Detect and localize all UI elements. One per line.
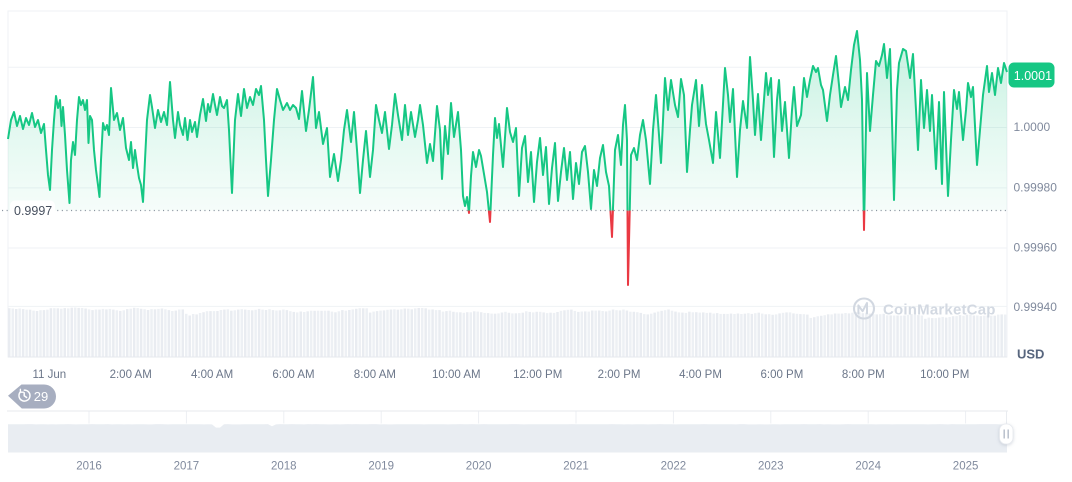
svg-text:8:00 AM: 8:00 AM (354, 369, 396, 381)
svg-text:0.99940: 0.99940 (1014, 300, 1058, 314)
svg-text:0.9997: 0.9997 (14, 204, 52, 218)
svg-text:12:00 PM: 12:00 PM (513, 369, 562, 381)
svg-text:10:00 AM: 10:00 AM (432, 369, 481, 381)
svg-text:29: 29 (34, 389, 48, 404)
svg-text:8:00 PM: 8:00 PM (842, 369, 885, 381)
svg-text:2020: 2020 (466, 461, 492, 473)
svg-text:6:00 PM: 6:00 PM (760, 369, 803, 381)
svg-text:USD: USD (1017, 347, 1044, 362)
svg-text:2021: 2021 (563, 461, 589, 473)
svg-text:4:00 AM: 4:00 AM (191, 369, 233, 381)
svg-text:1.0000: 1.0000 (1014, 120, 1051, 134)
svg-text:11 Jun: 11 Jun (32, 369, 66, 381)
svg-text:2019: 2019 (368, 461, 394, 473)
svg-text:CoinMarketCap: CoinMarketCap (883, 302, 996, 319)
svg-text:2023: 2023 (758, 461, 784, 473)
svg-text:2018: 2018 (271, 461, 297, 473)
svg-text:2017: 2017 (174, 461, 200, 473)
svg-text:0.99960: 0.99960 (1014, 241, 1058, 255)
svg-text:2:00 AM: 2:00 AM (110, 369, 152, 381)
svg-text:6:00 AM: 6:00 AM (272, 369, 314, 381)
svg-text:10:00 PM: 10:00 PM (920, 369, 969, 381)
svg-text:4:00 PM: 4:00 PM (679, 369, 722, 381)
svg-text:1.0001: 1.0001 (1014, 69, 1052, 83)
svg-text:2022: 2022 (661, 461, 687, 473)
svg-text:2025: 2025 (953, 461, 979, 473)
svg-text:2:00 PM: 2:00 PM (598, 369, 641, 381)
svg-text:2024: 2024 (855, 461, 881, 473)
svg-text:2016: 2016 (76, 461, 102, 473)
svg-text:0.99980: 0.99980 (1014, 180, 1058, 194)
